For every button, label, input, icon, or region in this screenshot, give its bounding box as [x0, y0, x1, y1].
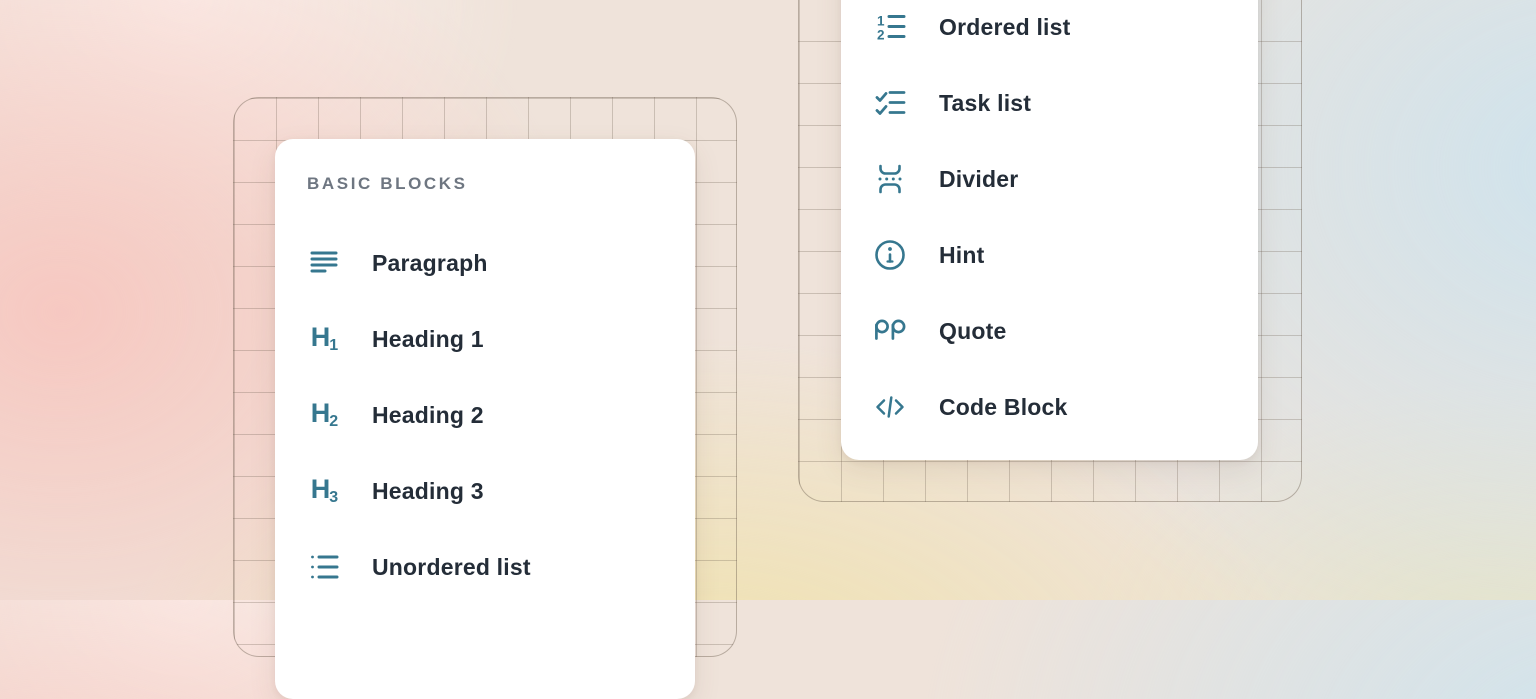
task-list-icon — [873, 86, 907, 120]
menu-item-label: Paragraph — [372, 249, 488, 276]
menu-item-divider[interactable]: Divider — [841, 141, 1258, 217]
basic-blocks-list: Paragraph H1 Heading 1 H2 Heading 2 H3 H… — [275, 225, 695, 605]
menu-item-heading-3[interactable]: H3 Heading 3 — [275, 453, 695, 529]
section-label-basic-blocks: BASIC BLOCKS — [307, 174, 468, 193]
heading-3-icon: H3 — [310, 474, 338, 506]
advanced-blocks-list: 1 2 Ordered list Task list — [841, 0, 1258, 445]
unordered-list-icon — [307, 550, 341, 584]
menu-item-task-list[interactable]: Task list — [841, 65, 1258, 141]
menu-item-label: Quote — [939, 317, 1007, 344]
menu-item-label: Hint — [939, 241, 985, 268]
menu-item-label: Heading 3 — [372, 477, 484, 504]
menu-item-heading-1[interactable]: H1 Heading 1 — [275, 301, 695, 377]
heading-1-icon: H1 — [310, 322, 338, 354]
menu-item-label: Ordered list — [939, 13, 1071, 40]
menu-item-ordered-list[interactable]: 1 2 Ordered list — [841, 0, 1258, 65]
advanced-blocks-menu: 1 2 Ordered list Task list — [841, 0, 1258, 460]
divider-icon — [873, 162, 907, 196]
code-block-icon — [873, 390, 907, 424]
menu-item-label: Heading 1 — [372, 325, 484, 352]
svg-text:2: 2 — [877, 28, 885, 43]
menu-item-label: Divider — [939, 165, 1019, 192]
menu-item-paragraph[interactable]: Paragraph — [275, 225, 695, 301]
menu-item-code-block[interactable]: Code Block — [841, 369, 1258, 445]
menu-item-hint[interactable]: Hint — [841, 217, 1258, 293]
paragraph-icon — [307, 246, 341, 280]
basic-blocks-menu: BASIC BLOCKS Paragraph H1 Heading 1 H2 — [275, 139, 695, 699]
menu-item-label: Heading 2 — [372, 401, 484, 428]
menu-item-quote[interactable]: Quote — [841, 293, 1258, 369]
ordered-list-icon: 1 2 — [873, 10, 907, 44]
heading-2-icon: H2 — [310, 398, 338, 430]
menu-item-label: Unordered list — [372, 553, 531, 580]
hint-icon — [873, 238, 907, 272]
menu-item-unordered-list[interactable]: Unordered list — [275, 529, 695, 605]
menu-item-label: Code Block — [939, 393, 1068, 420]
menu-item-label: Task list — [939, 89, 1032, 116]
svg-text:1: 1 — [877, 14, 885, 29]
quote-icon — [873, 314, 907, 348]
menu-item-heading-2[interactable]: H2 Heading 2 — [275, 377, 695, 453]
